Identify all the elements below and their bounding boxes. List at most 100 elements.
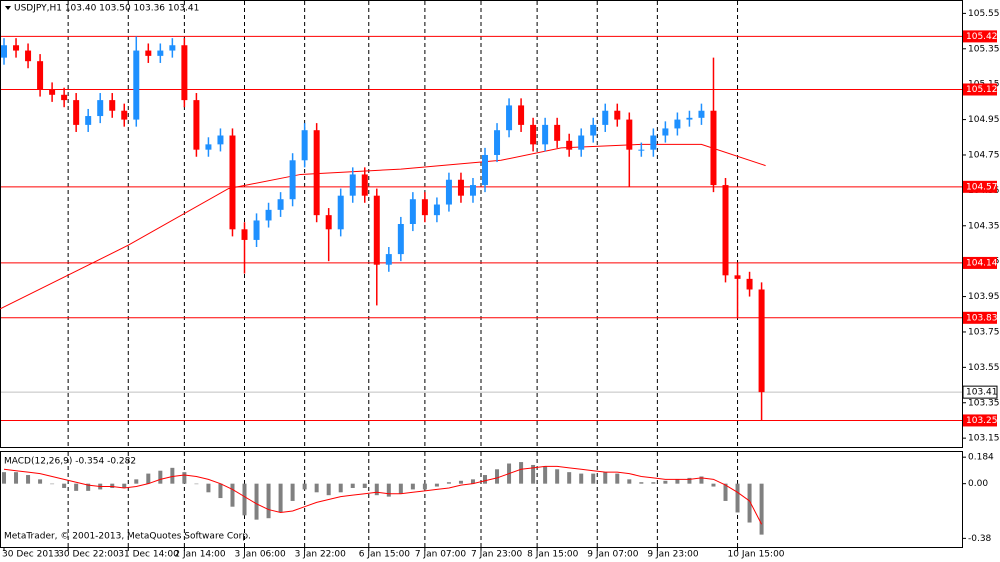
macd-bar: [326, 483, 331, 496]
candle-body: [229, 135, 236, 230]
macd-bar: [663, 480, 668, 484]
candle-body: [542, 124, 549, 145]
x-tick-label: 7 Jan 07:00: [415, 550, 467, 560]
candle-body: [109, 100, 116, 111]
candle-body: [578, 135, 585, 150]
y-tick-label: 0.184: [968, 453, 994, 463]
candle-body: [289, 160, 296, 200]
x-tick-label: 9 Jan 23:00: [647, 550, 699, 560]
macd-bar: [398, 483, 403, 494]
candle-body: [385, 254, 392, 265]
candle-body: [710, 110, 717, 186]
candle-body: [169, 45, 176, 51]
candle-body: [157, 50, 164, 56]
level-label: 104.14: [966, 258, 998, 268]
candle-body: [758, 289, 765, 393]
level-label-box: [963, 83, 997, 96]
macd-bar: [422, 483, 427, 490]
macd-bar: [242, 483, 247, 516]
candle-body: [85, 116, 92, 125]
macd-bar: [675, 479, 680, 484]
macd-bar: [434, 483, 439, 487]
macd-bar: [747, 483, 752, 523]
candle-body: [1, 45, 8, 58]
macd-bar: [314, 483, 319, 493]
candle-body: [518, 105, 525, 125]
macd-bar: [338, 483, 343, 493]
x-tick-label: 8 Jan 15:00: [527, 550, 579, 560]
macd-bar: [362, 483, 367, 488]
candle-body: [554, 124, 561, 141]
candle-body: [686, 117, 693, 120]
candle-body: [421, 199, 428, 216]
macd-bar: [723, 483, 728, 501]
level-label: 104.57: [966, 182, 998, 192]
candle-body: [277, 199, 284, 210]
candle-body: [626, 119, 633, 150]
macd-bar: [170, 467, 175, 484]
y-tick-label: 103.15: [968, 434, 1000, 444]
x-tick-label: 3 Jan 22:00: [295, 550, 347, 560]
x-tick-label: 2 Jan 14:00: [174, 550, 226, 560]
candle-body: [734, 275, 741, 279]
candle-body: [49, 89, 56, 95]
level-label-box: [963, 414, 997, 427]
macd-bar: [651, 482, 656, 484]
y-tick-label: 105.55: [968, 9, 1000, 19]
macd-bar: [26, 475, 31, 484]
last-price-box: [962, 385, 998, 399]
macd-bar: [254, 483, 259, 520]
macd-bar: [122, 483, 127, 488]
macd-bar: [182, 472, 187, 484]
candle-body: [133, 50, 140, 120]
macd-bar: [158, 470, 163, 484]
candle-body: [746, 278, 753, 290]
candle-body: [566, 140, 573, 150]
candle-body: [530, 124, 537, 145]
candle-body: [506, 105, 513, 131]
macd-bar: [86, 483, 91, 491]
macd-bar: [579, 473, 584, 484]
candle-body: [145, 50, 152, 56]
x-tick-label: 9 Jan 07:00: [587, 550, 639, 560]
last-price-label: 103.41: [966, 388, 998, 398]
macd-bar: [531, 464, 536, 484]
candle-body: [457, 179, 464, 196]
macd-bar: [110, 483, 115, 488]
x-tick-label: 31 Dec 14:00: [118, 550, 179, 560]
candle-body: [337, 195, 344, 230]
candle-body: [265, 209, 272, 221]
x-tick-label: 10 Jan 15:00: [728, 550, 785, 560]
candle-body: [205, 144, 212, 150]
candle-body: [253, 220, 260, 240]
macd-bar: [495, 469, 500, 484]
candle-body: [121, 110, 128, 120]
candle-body: [602, 110, 609, 125]
candle-body: [73, 100, 80, 125]
candle-body: [361, 174, 368, 196]
macd-bar: [699, 476, 704, 484]
candle-body: [445, 179, 452, 205]
macd-bar: [134, 479, 139, 484]
macd-bar: [290, 483, 295, 501]
x-tick-label: 30 Dec 2013: [2, 550, 60, 560]
candle-body: [590, 124, 597, 136]
macd-bar: [627, 479, 632, 484]
candle-body: [494, 130, 501, 155]
macd-bar: [519, 462, 524, 484]
level-label-box: [963, 256, 997, 269]
candle-body: [662, 128, 669, 136]
macd-bar: [735, 483, 740, 513]
candle-body: [325, 215, 332, 230]
macd-bar: [62, 483, 67, 488]
macd-bar: [50, 483, 55, 485]
candle-body: [373, 195, 380, 265]
candle-body: [61, 94, 68, 101]
macd-bar: [218, 483, 223, 499]
macd-bar: [591, 473, 596, 484]
macd-bar: [14, 472, 19, 484]
level-label: 103.83: [966, 313, 998, 323]
macd-bar: [266, 483, 271, 519]
macd-bar: [687, 477, 692, 484]
